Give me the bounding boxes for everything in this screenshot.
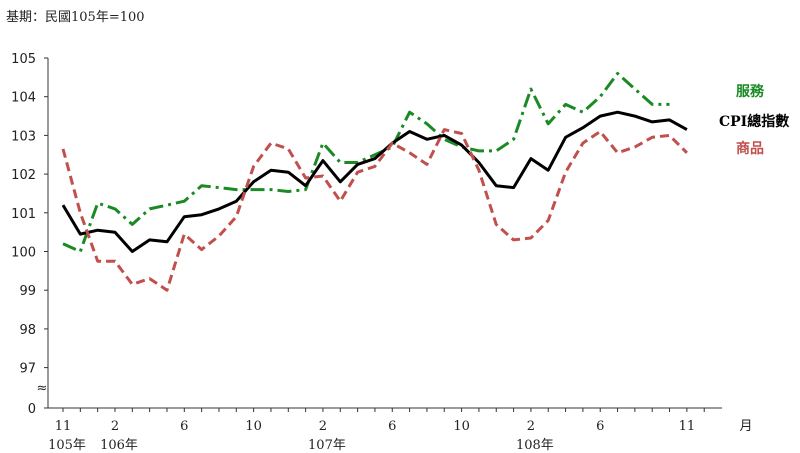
y-tick-label: 105: [11, 52, 36, 67]
year-label: 107年: [308, 438, 346, 453]
x-tick-label: 2: [319, 419, 327, 434]
x-tick-label: 6: [180, 419, 188, 434]
series-lines: [61, 72, 688, 292]
series-line-1: [61, 110, 688, 253]
series-label-2: 商品: [736, 140, 764, 157]
y-tick-label: 98: [19, 323, 36, 338]
axes: [44, 57, 722, 412]
x-tick-label: 11: [55, 419, 72, 434]
x-tick-label: 2: [111, 419, 119, 434]
base-period-note: 基期：民國105年=100: [6, 10, 145, 25]
x-tick-label: 6: [596, 419, 604, 434]
year-label: 105年: [48, 438, 86, 453]
series-label-1: CPI總指數: [719, 113, 789, 130]
y-tick-label: 0: [28, 402, 36, 417]
y-tick-label: 104: [11, 91, 36, 106]
year-label: 108年: [516, 438, 554, 453]
x-tick-label: 10: [453, 419, 470, 434]
y-tick-label: 99: [19, 284, 36, 299]
y-tick-label: 100: [11, 246, 36, 261]
y-tick-label: 101: [11, 207, 36, 222]
y-tick-label: 103: [11, 129, 36, 144]
x-tick-label: 11: [679, 419, 696, 434]
y-tick-label: 97: [19, 362, 36, 377]
series-label-0: 服務: [736, 83, 765, 100]
series-line-2: [61, 128, 688, 292]
axis-break-symbol: ≈: [37, 381, 48, 396]
y-tick-label: 102: [11, 168, 36, 183]
x-unit-label: 月: [739, 419, 752, 434]
x-tick-label: 6: [388, 419, 396, 434]
year-label: 106年: [100, 438, 138, 453]
x-tick-label: 10: [245, 419, 262, 434]
x-tick-label: 2: [527, 419, 535, 434]
series-line-0: [62, 72, 670, 253]
